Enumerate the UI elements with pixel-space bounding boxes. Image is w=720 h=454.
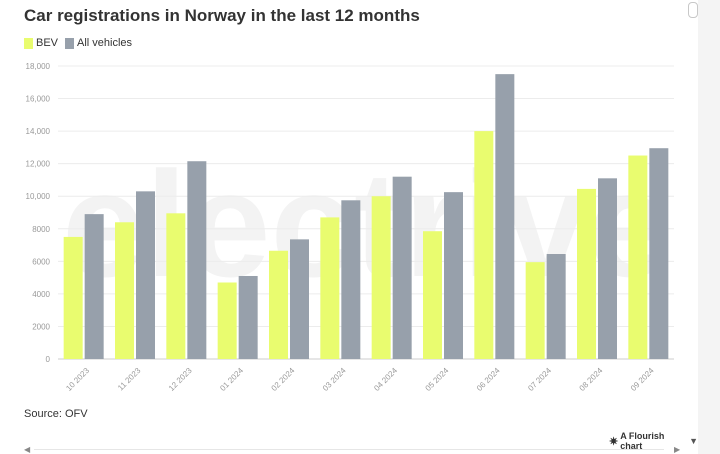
watermark-text: electrive <box>62 140 671 308</box>
bar-all-vehicles <box>392 176 412 359</box>
x-tick-label: 11 2023 <box>116 366 143 393</box>
y-tick-label: 16,000 <box>26 95 51 104</box>
x-tick-label: 08 2024 <box>578 366 605 393</box>
legend-item-all-vehicles[interactable]: All vehicles <box>65 37 132 49</box>
bar-all-vehicles <box>444 192 463 359</box>
bar-all-vehicles <box>136 191 155 359</box>
x-tick-label: 02 2024 <box>270 366 297 393</box>
y-tick-label: 6000 <box>32 257 50 266</box>
bar-bev <box>320 217 340 359</box>
bar-bev <box>115 222 134 359</box>
chart-title: Car registrations in Norway in the last … <box>24 6 420 25</box>
bar-all-vehicles <box>546 254 566 359</box>
x-tick-label: 12 2023 <box>167 366 194 393</box>
horizontal-scrollbar[interactable] <box>34 449 664 450</box>
flourish-label: A Flourish chart <box>620 431 665 451</box>
bar-all-vehicles <box>84 214 104 359</box>
bar-bev <box>423 231 442 359</box>
bar-bev <box>166 213 186 359</box>
vertical-scroll-area <box>698 0 720 454</box>
x-tick-label: 01 2024 <box>218 366 245 393</box>
bar-bev <box>525 262 545 359</box>
bar-chart: electrive 0 2000 4000 6000 8000 10,000 12,000 14… <box>26 62 674 393</box>
y-tick-label: 12,000 <box>26 160 51 169</box>
y-tick-label: 10,000 <box>26 192 51 201</box>
legend-label-all-vehicles: All vehicles <box>77 37 133 49</box>
chart-source: Source: OFV <box>24 408 88 420</box>
bar-all-vehicles <box>649 148 669 359</box>
bar-bev <box>628 155 648 359</box>
chart-frame: Car registrations in Norway in the last … <box>24 6 698 451</box>
bar-bev <box>63 236 83 359</box>
x-tick-label: 09 2024 <box>629 366 656 393</box>
bar-bev <box>371 196 391 359</box>
chevron-down-icon[interactable]: ▼ <box>689 436 698 446</box>
x-tick-label: 04 2024 <box>372 366 399 393</box>
bar-all-vehicles <box>238 275 258 359</box>
chart-legend: BEV All vehicles <box>24 37 139 49</box>
legend-item-bev[interactable]: BEV <box>24 37 58 49</box>
bar-all-vehicles <box>187 161 207 359</box>
y-tick-label: 8000 <box>32 225 50 234</box>
y-tick-label: 14,000 <box>26 127 51 136</box>
y-tick-label: 18,000 <box>26 62 51 71</box>
x-tick-label: 06 2024 <box>475 366 502 393</box>
bar-bev <box>269 250 288 359</box>
y-tick-label: 4000 <box>32 290 50 299</box>
bar-all-vehicles <box>290 239 309 359</box>
scroll-right-arrow-icon[interactable]: ▶ <box>674 445 681 454</box>
y-tick-label: 2000 <box>32 322 50 331</box>
x-tick-label: 07 2024 <box>526 366 553 393</box>
x-tick-label: 03 2024 <box>321 366 348 393</box>
legend-swatch-bev <box>24 37 33 49</box>
bar-all-vehicles <box>341 200 361 359</box>
bar-all-vehicles <box>598 178 617 359</box>
bar-bev <box>577 188 596 359</box>
bar-bev <box>474 131 494 359</box>
bar-all-vehicles <box>495 74 515 359</box>
x-tick-label: 05 2024 <box>424 366 451 393</box>
legend-label-bev: BEV <box>36 37 59 49</box>
y-tick-label: 0 <box>46 355 51 364</box>
legend-swatch-all-vehicles <box>65 37 75 49</box>
flourish-credit[interactable]: ✷ A Flourish chart ▼ <box>609 431 698 451</box>
scroll-top-indicator[interactable] <box>688 2 698 18</box>
bar-bev <box>217 282 237 359</box>
x-tick-label: 10 2023 <box>64 366 91 393</box>
scroll-left-arrow-icon[interactable]: ◀ <box>24 445 31 454</box>
flourish-logo-icon: ✷ <box>609 435 619 448</box>
